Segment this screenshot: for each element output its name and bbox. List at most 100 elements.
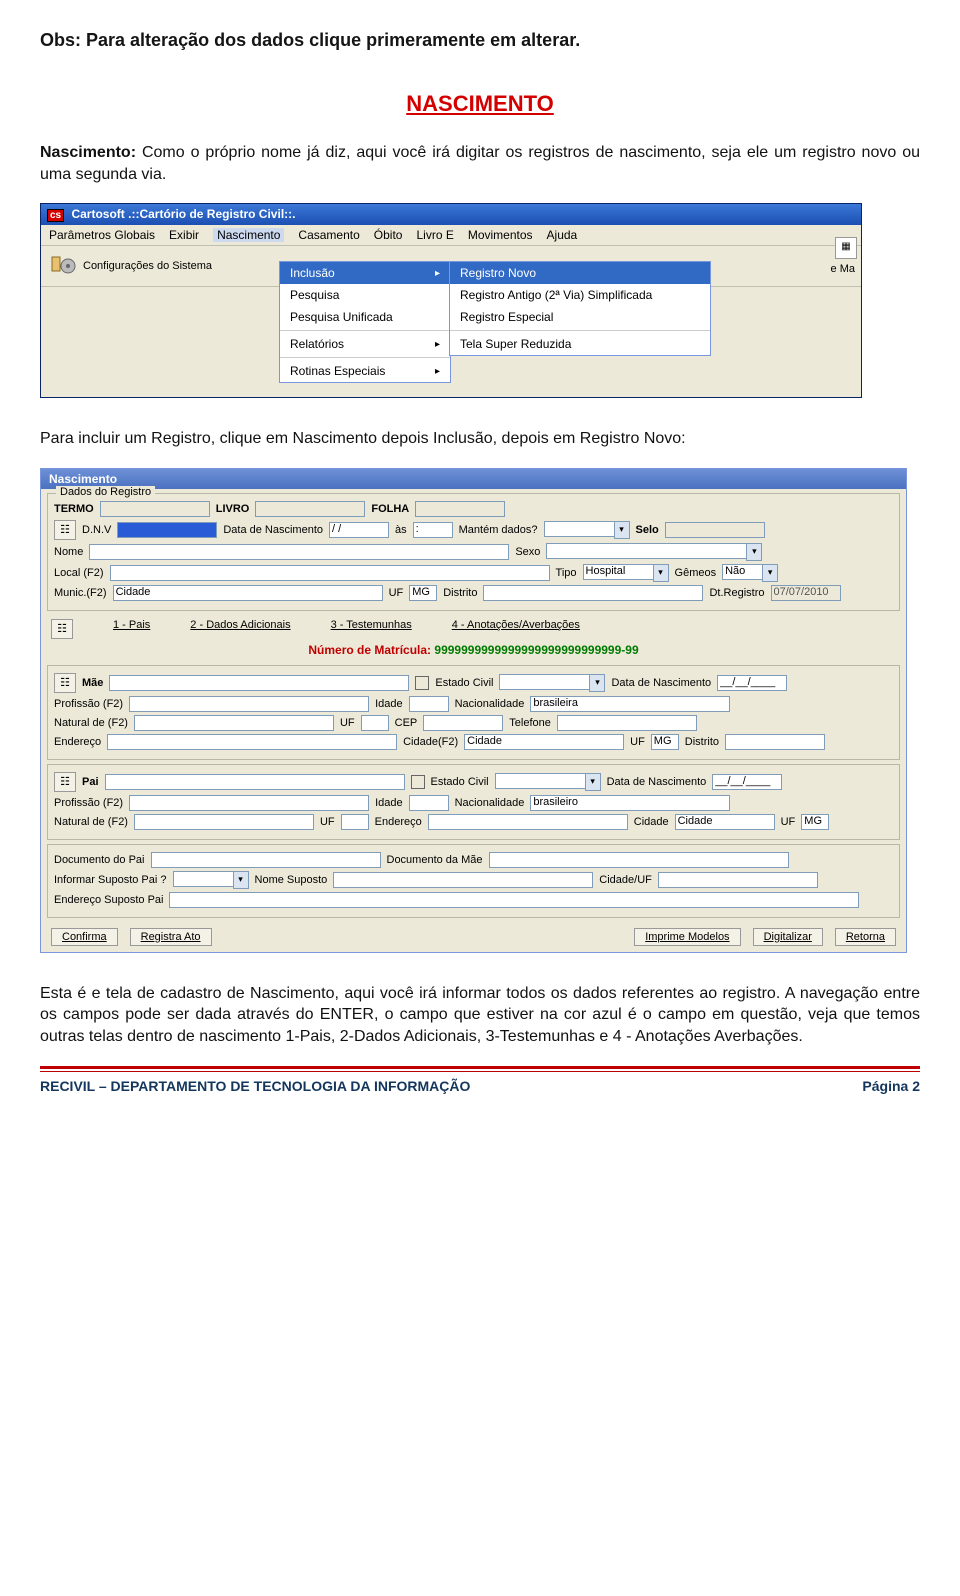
pai-cidade-field[interactable]: Cidade [675,814,775,830]
folha-field[interactable] [415,501,505,517]
dnv-icon[interactable]: ☷ [54,520,76,540]
docpai-field[interactable] [151,852,381,868]
dd2-registro-especial[interactable]: Registro Especial [450,306,710,328]
tab-anotacoes[interactable]: 4 - Anotações/Averbações [452,619,580,639]
mae-end-field[interactable] [107,734,397,750]
mantem-combo[interactable]: ▾ [544,521,630,539]
dd-relatorios[interactable]: Relatórios▸ [280,333,450,355]
digitalizar-button[interactable]: Digitalizar [753,928,823,946]
mae-fieldset: ☷ Mãe Estado Civil ▾ Data de Nascimento … [47,665,900,760]
termo-field[interactable] [100,501,210,517]
dd2-registro-antigo[interactable]: Registro Antigo (2ª Via) Simplificada [450,284,710,306]
pai-datanasc-field[interactable]: __/__/____ [712,774,782,790]
dd-pesquisa-unificada[interactable]: Pesquisa Unificada [280,306,450,328]
mae-estadocivil-combo[interactable]: ▾ [499,674,605,692]
dd-pesquisa[interactable]: Pesquisa [280,284,450,306]
menu-obito[interactable]: Óbito [374,228,403,242]
menu-nascimento[interactable]: Nascimento [213,228,284,242]
mae-icon[interactable]: ☷ [54,673,76,693]
mae-idade-field[interactable] [409,696,449,712]
livro-label: LIVRO [216,503,250,515]
mae-distrito-label: Distrito [685,736,719,748]
mae-nac-field[interactable]: brasileira [530,696,730,712]
pai-cidade-label: Cidade [634,816,669,828]
mae-field[interactable] [109,675,409,691]
dtreg-field[interactable]: 07/07/2010 [771,585,841,601]
docmae-field[interactable] [489,852,789,868]
dd-rotinas[interactable]: Rotinas Especiais▸ [280,360,450,382]
registra-button[interactable]: Registra Ato [130,928,212,946]
menu-casamento[interactable]: Casamento [298,228,359,242]
pai-field[interactable] [105,774,405,790]
mae-cidade-field[interactable]: Cidade [464,734,624,750]
distrito-field[interactable] [483,585,703,601]
mae-natural-field[interactable] [134,715,334,731]
pai-profissao-field[interactable] [129,795,369,811]
livro-field[interactable] [255,501,365,517]
menu-movimentos[interactable]: Movimentos [468,228,533,242]
confirma-button[interactable]: Confirma [51,928,118,946]
uf-label: UF [389,587,404,599]
endsup-field[interactable] [169,892,859,908]
selo-field[interactable] [665,522,765,538]
tab-testemunhas[interactable]: 3 - Testemunhas [331,619,412,639]
page-footer: RECIVIL – DEPARTAMENTO DE TECNOLOGIA DA … [40,1078,920,1094]
munic-field[interactable]: Cidade [113,585,383,601]
tab-dados-adicionais[interactable]: 2 - Dados Adicionais [190,619,290,639]
mae-chk[interactable] [415,676,429,690]
pai-icon[interactable]: ☷ [54,772,76,792]
as-field[interactable]: : [413,522,453,538]
endsup-label: Endereço Suposto Pai [54,894,163,906]
pai-natural-field[interactable] [134,814,314,830]
dropdown-inclusao[interactable]: Registro Novo Registro Antigo (2ª Via) S… [449,261,711,356]
pai-estadocivil-combo[interactable]: ▾ [495,773,601,791]
config-label[interactable]: Configurações do Sistema [83,260,212,272]
mae-tel-label: Telefone [509,717,551,729]
nome-field[interactable] [89,544,509,560]
mae-cep-field[interactable] [423,715,503,731]
sexo-combo[interactable]: ▾ [546,543,762,561]
pai-chk[interactable] [411,775,425,789]
tipo-combo[interactable]: Hospital▾ [583,564,669,582]
gemeos-combo[interactable]: Não▾ [722,564,778,582]
imprime-button[interactable]: Imprime Modelos [634,928,740,946]
dd-inclusao[interactable]: Inclusão▸ [280,262,450,284]
uf-field[interactable]: MG [409,585,437,601]
retorna-button[interactable]: Retorna [835,928,896,946]
mae-uf2-field[interactable]: MG [651,734,679,750]
menubar[interactable]: Parâmetros Globais Exibir Nascimento Cas… [41,225,861,246]
pai-uf2-label: UF [781,816,796,828]
tab-pais[interactable]: 1 - Pais [113,619,150,639]
local-field[interactable] [110,565,550,581]
tabs[interactable]: ☷ 1 - Pais 2 - Dados Adicionais 3 - Test… [41,615,906,641]
menu-livroe[interactable]: Livro E [416,228,453,242]
tab-icon[interactable]: ☷ [51,619,73,639]
pai-idade-field[interactable] [409,795,449,811]
footer-right: Página 2 [862,1078,920,1094]
dd2-tela-reduzida[interactable]: Tela Super Reduzida [450,333,710,355]
dd2-registro-novo[interactable]: Registro Novo [450,262,710,284]
pai-uf-field[interactable] [341,814,369,830]
pai-uf2-field[interactable]: MG [801,814,829,830]
menu-ajuda[interactable]: Ajuda [547,228,578,242]
mae-tel-field[interactable] [557,715,697,731]
after-paragraph: Esta é e tela de cadastro de Nascimento,… [40,983,920,1048]
pai-nac-field[interactable]: brasileiro [530,795,730,811]
informar-combo[interactable]: ▾ [173,871,249,889]
pai-end-field[interactable] [428,814,628,830]
menu-parametros[interactable]: Parâmetros Globais [49,228,155,242]
mae-datanasc-field[interactable]: __/__/____ [717,675,787,691]
gemeos-label: Gêmeos [675,567,717,579]
footer-left: RECIVIL – DEPARTAMENTO DE TECNOLOGIA DA … [40,1078,470,1094]
mae-uf-field[interactable] [361,715,389,731]
menu-exibir[interactable]: Exibir [169,228,199,242]
nomesup-field[interactable] [333,872,593,888]
mae-profissao-field[interactable] [129,696,369,712]
dropdown-nascimento[interactable]: Inclusão▸ Pesquisa Pesquisa Unificada Re… [279,261,451,383]
pai-idade-label: Idade [375,797,403,809]
data-nasc-field[interactable]: / / [329,522,389,538]
dnv-field[interactable] [117,522,217,538]
section-title: NASCIMENTO [40,91,920,117]
mae-distrito-field[interactable] [725,734,825,750]
cidadeuf-field[interactable] [658,872,818,888]
